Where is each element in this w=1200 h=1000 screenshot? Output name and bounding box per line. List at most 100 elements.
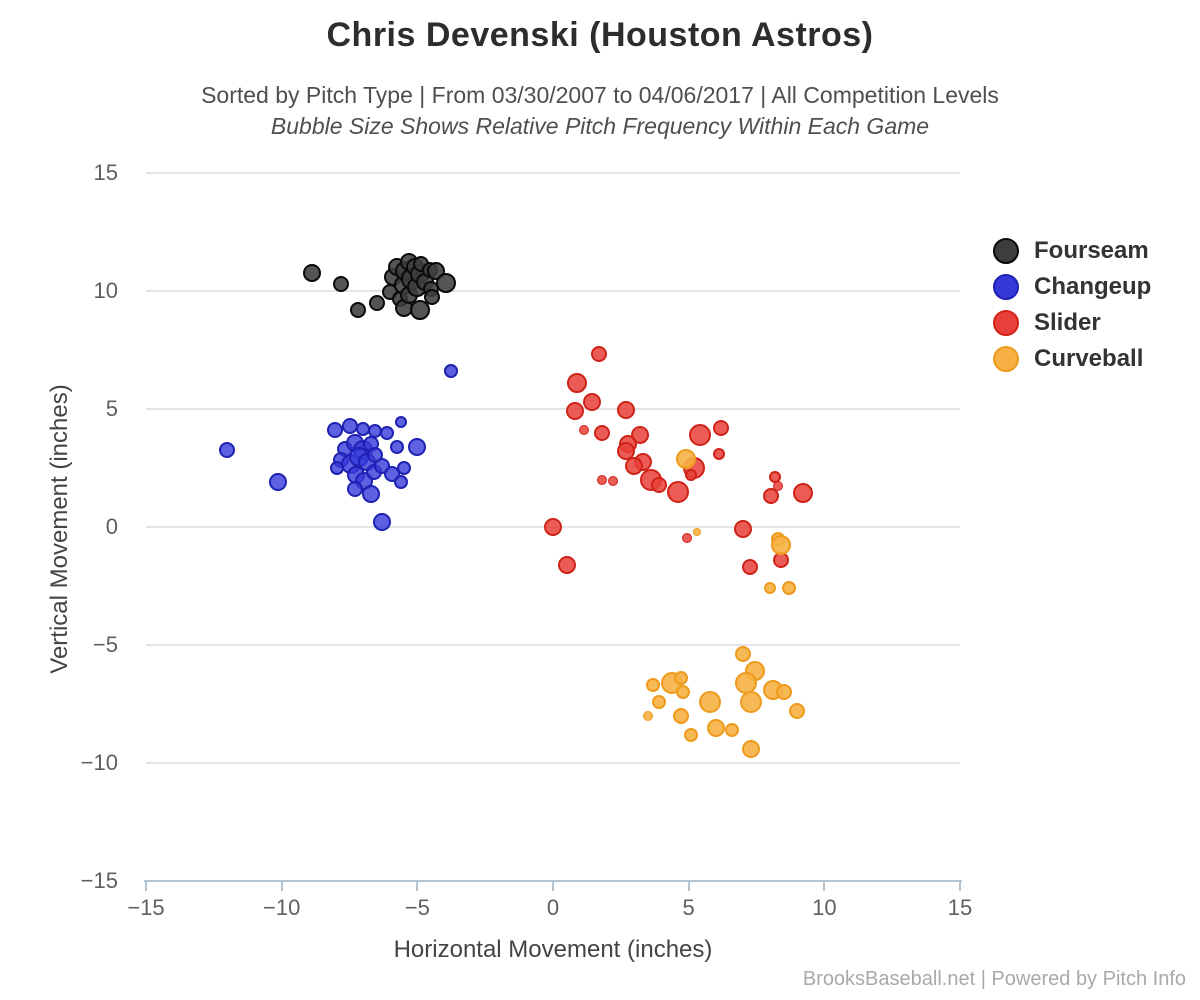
legend-label: Slider (1034, 309, 1101, 336)
data-point-changeup (326, 422, 343, 439)
data-point-curveball (764, 582, 777, 595)
data-point-slider (685, 469, 698, 482)
data-point-slider (713, 419, 730, 436)
data-point-changeup (373, 513, 392, 532)
data-point-changeup (219, 442, 236, 459)
x-axis-tick (552, 882, 554, 891)
data-point-curveball (770, 534, 791, 555)
x-tick-label: −5 (404, 895, 430, 920)
data-point-changeup (444, 364, 459, 379)
legend-label: Curveball (1034, 345, 1144, 372)
data-point-curveball (742, 739, 761, 758)
x-axis-title: Horizontal Movement (inches) (393, 936, 713, 963)
gridline (146, 762, 960, 764)
data-point-slider (567, 373, 588, 394)
data-point-curveball (734, 646, 751, 663)
data-point-slider (583, 392, 602, 411)
data-point-slider (625, 456, 644, 475)
legend-swatch-icon (993, 274, 1019, 300)
y-tick-label: 15 (93, 160, 118, 185)
legend-swatch-icon (993, 310, 1019, 336)
data-point-slider (593, 424, 610, 441)
data-point-curveball (673, 671, 688, 686)
data-point-fourseam (349, 301, 366, 318)
data-point-curveball (725, 722, 740, 737)
data-point-slider (565, 402, 584, 421)
data-point-curveball (706, 718, 725, 737)
data-point-curveball (651, 694, 666, 709)
data-point-curveball (699, 690, 722, 713)
data-point-slider (607, 475, 618, 486)
data-point-slider (682, 532, 693, 543)
footer-credit: BrooksBaseball.net | Powered by Pitch In… (802, 968, 1186, 990)
x-tick-label: 0 (546, 895, 560, 920)
data-point-fourseam (302, 264, 321, 283)
y-axis-title: Vertical Movement (inches) (46, 384, 73, 674)
data-point-fourseam (435, 272, 456, 293)
data-point-curveball (775, 684, 792, 701)
chart-subtitle: Sorted by Pitch Type | From 03/30/2007 t… (201, 82, 999, 108)
data-point-curveball (642, 710, 653, 721)
data-point-changeup (330, 461, 345, 475)
data-point-changeup (396, 461, 411, 475)
x-tick-label: −15 (127, 895, 165, 920)
y-tick-label: −15 (80, 868, 118, 893)
legend-item-curveball: Curveball (993, 341, 1151, 377)
data-point-fourseam (424, 288, 441, 305)
data-point-slider (733, 520, 752, 539)
data-point-slider (666, 480, 689, 503)
data-point-changeup (394, 475, 409, 490)
data-point-slider (741, 559, 758, 576)
data-point-changeup (408, 437, 427, 456)
data-point-slider (792, 482, 813, 503)
legend-swatch-icon (993, 346, 1019, 372)
x-axis-tick (280, 882, 283, 891)
legend-item-changeup: Changeup (993, 269, 1151, 305)
x-tick-label: 10 (812, 895, 837, 920)
legend-label: Fourseam (1034, 237, 1149, 264)
legend-label: Changeup (1034, 273, 1152, 300)
legend-item-slider: Slider (993, 305, 1151, 341)
legend-item-fourseam: Fourseam (993, 233, 1151, 269)
y-tick-label: 5 (105, 396, 118, 421)
data-point-slider (591, 345, 608, 362)
data-point-slider (579, 425, 590, 436)
data-point-changeup (395, 415, 408, 428)
gridline (146, 408, 960, 410)
data-point-fourseam (333, 275, 350, 292)
data-point-slider (712, 447, 725, 460)
x-axis-tick (416, 882, 419, 891)
data-point-fourseam (410, 299, 431, 320)
data-point-changeup (268, 473, 287, 492)
x-tick-label: 15 (947, 895, 973, 920)
page-title: Chris Devenski (Houston Astros) (326, 16, 874, 54)
y-tick-label: 10 (93, 278, 118, 303)
x-axis-tick (959, 882, 961, 891)
x-axis-tick (823, 882, 826, 891)
data-point-slider (557, 555, 576, 574)
x-tick-label: 5 (682, 895, 695, 920)
legend: Fourseam Changeup Slider Curveball (993, 233, 1151, 377)
x-tick-label: −10 (262, 895, 301, 920)
x-axis-tick (687, 882, 690, 891)
data-point-curveball (684, 727, 699, 742)
data-point-curveball (789, 703, 806, 720)
x-axis-tick (145, 882, 147, 891)
gridline (146, 644, 960, 646)
data-point-changeup (380, 425, 395, 440)
x-axis-line (144, 880, 962, 882)
gridline (146, 172, 960, 174)
y-tick-label: −5 (92, 632, 118, 657)
data-point-fourseam (368, 294, 385, 311)
data-point-slider (650, 476, 667, 493)
data-point-curveball (646, 678, 661, 693)
legend-swatch-icon (993, 238, 1019, 264)
data-point-changeup (341, 417, 358, 434)
data-point-curveball (676, 685, 691, 700)
data-point-curveball (740, 690, 763, 713)
data-point-changeup (346, 481, 363, 498)
data-point-slider (763, 488, 780, 505)
data-point-slider (688, 423, 711, 446)
gridline (146, 290, 960, 292)
data-point-slider (596, 474, 607, 485)
